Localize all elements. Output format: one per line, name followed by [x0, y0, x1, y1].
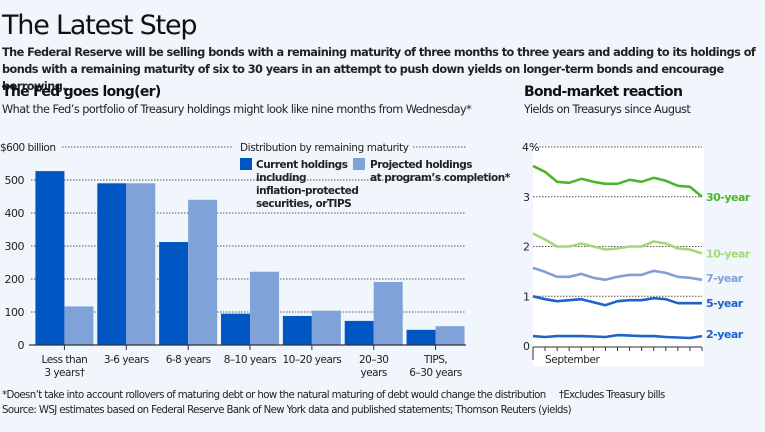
- x-tick-label: 10–20 years: [282, 354, 341, 366]
- y-tick-label: 100: [5, 306, 25, 319]
- x-tick-label: TIPS,: [423, 354, 448, 366]
- series-label: 5-year: [706, 297, 744, 310]
- legend-label-current: inflation-protected: [256, 185, 358, 197]
- x-tick-label: years: [361, 367, 387, 379]
- bar-current: [159, 242, 189, 345]
- bar-projected: [435, 326, 465, 345]
- y-tick-label: $600 billion: [0, 142, 55, 154]
- x-tick-label: 6–30 years: [409, 367, 462, 379]
- legend-label-projected: at program’s completion*: [370, 172, 511, 184]
- legend-label-current: Current holdings: [256, 159, 348, 171]
- legend-label-current: including: [256, 172, 306, 184]
- bar-chart-title: The Fed goes long(er): [2, 84, 161, 100]
- y-tick-label: 3: [523, 191, 530, 204]
- x-tick-label: 3 years†: [44, 367, 84, 379]
- series-line-7-year: [532, 266, 703, 282]
- bar-projected: [311, 310, 341, 345]
- x-tick-label: Less than: [42, 354, 88, 366]
- legend-label-current: securities, orTIPS: [256, 198, 351, 210]
- y-tick-label: 4%: [522, 141, 539, 154]
- y-tick-label: 300: [5, 240, 25, 253]
- y-tick-label: 2: [523, 241, 530, 254]
- x-tick-label: 3-6 years: [104, 354, 149, 366]
- x-tick-label: 20–30: [359, 354, 388, 366]
- series-label: 30-year: [706, 191, 751, 204]
- x-axis-label: September: [545, 354, 601, 366]
- main-title: The Latest Step: [2, 10, 197, 41]
- series-line-5-year: [532, 295, 702, 307]
- bar-current: [282, 315, 312, 345]
- bar-current: [221, 313, 250, 345]
- legend-title: Distribution by remaining maturity: [240, 142, 409, 154]
- series-label: 10-year: [706, 247, 751, 260]
- bar-current: [35, 171, 65, 345]
- x-tick-label: 6-8 years: [166, 354, 211, 366]
- series-line-30-year: [532, 164, 703, 198]
- legend-swatch-current: [240, 158, 252, 170]
- series-label: 2-year: [706, 328, 744, 341]
- bar-projected: [250, 271, 279, 345]
- y-tick-label: 400: [5, 207, 25, 220]
- series-label: 7-year: [706, 272, 744, 285]
- bar-projected: [64, 306, 94, 345]
- y-tick-label: 0: [523, 340, 530, 353]
- x-tick-label: 8–10 years: [224, 354, 277, 366]
- source-note: Source: WSJ estimates based on Federal R…: [2, 405, 572, 416]
- intro-text: The Federal Reserve will be selling bond…: [2, 46, 756, 93]
- plot-area: [533, 147, 704, 366]
- y-tick-label: 1: [523, 290, 530, 303]
- footnote: *Doesn’t take into account rollovers of …: [2, 390, 665, 401]
- line-chart: 0 1 2 3 4% September 30-year 10-year 7-year 5-yea…: [522, 141, 751, 366]
- bar-projected: [126, 183, 156, 345]
- bar-chart-subtitle: What the Fed’s portfolio of Treasury hol…: [2, 103, 472, 116]
- bar-projected: [373, 281, 403, 345]
- y-tick-label: 500: [5, 174, 25, 187]
- bar-projected: [188, 199, 218, 345]
- bar-current: [406, 329, 436, 345]
- bar-current: [97, 183, 127, 345]
- line-chart-subtitle: Yields on Treasurys since August: [524, 103, 691, 116]
- legend-label-projected: Projected holdings: [370, 159, 472, 171]
- bar-current: [344, 320, 374, 345]
- series-line-2-year: [532, 333, 703, 340]
- y-tick-label: 200: [5, 273, 25, 286]
- y-tick-label: 0: [18, 339, 25, 352]
- legend-swatch-projected: [353, 158, 365, 170]
- line-chart-title: Bond-market reaction: [524, 84, 683, 100]
- series-line-10-year: [532, 232, 703, 255]
